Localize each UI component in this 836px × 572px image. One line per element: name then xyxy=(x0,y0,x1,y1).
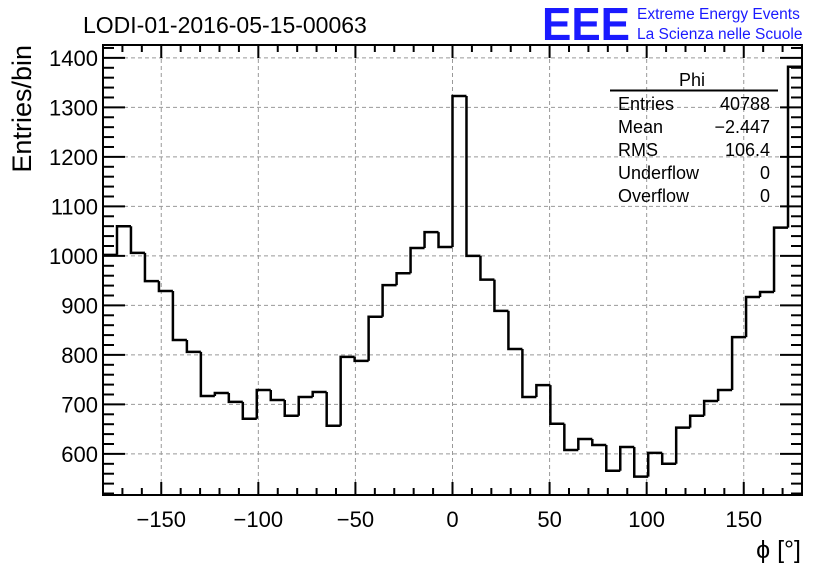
histogram-bin xyxy=(465,95,481,258)
histogram-bin xyxy=(129,226,145,255)
histogram-bin xyxy=(507,310,523,351)
histogram-bin xyxy=(563,423,579,452)
logo-line1: Extreme Energy Events xyxy=(637,6,800,23)
logo-line2: La Scienza nelle Scuole xyxy=(637,26,802,43)
stats-value: 40788 xyxy=(720,94,770,114)
x-tick-label: 0 xyxy=(446,507,458,532)
histogram-bin xyxy=(772,226,789,293)
y-tick-label: 1400 xyxy=(49,46,98,71)
y-tick-label: 1000 xyxy=(49,244,98,269)
histogram-bin xyxy=(241,401,257,421)
histogram-bin xyxy=(367,315,383,361)
y-tick-label: 900 xyxy=(61,293,98,318)
histogram-bin xyxy=(577,437,593,450)
histogram-bin xyxy=(115,224,131,255)
axis-ticks xyxy=(102,45,803,495)
y-tick-label: 600 xyxy=(61,442,98,467)
histogram-bin xyxy=(213,391,229,396)
histogram-bin xyxy=(381,283,397,317)
histogram-bin xyxy=(479,255,495,281)
histogram-bin xyxy=(325,392,341,427)
x-tick-labels: −150 −100 −50 0 50 100 150 xyxy=(136,507,762,532)
x-tick-label: −100 xyxy=(234,507,284,532)
histogram-bin xyxy=(171,291,187,342)
stats-title: Phi xyxy=(679,70,705,90)
histogram-bin xyxy=(591,439,607,447)
x-axis-label: ϕ [°] xyxy=(756,536,801,564)
histogram-bin xyxy=(758,290,775,297)
histogram-bin xyxy=(549,385,565,425)
histogram-bin xyxy=(409,246,425,274)
stats-value: 106.4 xyxy=(725,140,770,160)
y-tick-label: 700 xyxy=(61,392,98,417)
y-tick-label: 1100 xyxy=(51,194,98,219)
histogram-bin xyxy=(395,271,411,286)
histogram-bin xyxy=(744,295,761,338)
histogram-bin xyxy=(632,446,649,478)
histogram-bin xyxy=(157,281,173,293)
histogram-bin xyxy=(702,399,719,416)
stats-label: Mean xyxy=(618,117,663,137)
y-tick-label: 1300 xyxy=(49,95,98,120)
chart-title: LODI-01-2016-05-15-00063 xyxy=(83,12,367,38)
histogram xyxy=(103,65,802,478)
histogram-bin xyxy=(227,393,243,404)
logo-mark: EEE xyxy=(542,0,630,50)
y-axis-label: Entries/bin xyxy=(7,45,37,173)
histogram-bin xyxy=(619,445,635,471)
y-tick-labels: 600 700 800 900 1000 1100 1200 1300 1400 xyxy=(49,46,98,467)
histogram-bin xyxy=(283,399,299,418)
histogram-bin xyxy=(353,356,369,363)
eee-logo: EEE Extreme Energy Events La Scienza nel… xyxy=(542,0,802,50)
histogram-bin xyxy=(255,388,271,419)
y-tick-label: 1200 xyxy=(49,145,98,170)
histogram-bin xyxy=(423,230,439,248)
histogram-bin xyxy=(297,395,313,416)
histogram-bin xyxy=(143,252,159,283)
histogram-bin xyxy=(660,452,677,466)
histogram-bin xyxy=(269,390,285,402)
histogram-bin xyxy=(493,279,509,313)
x-tick-label: −150 xyxy=(136,507,186,532)
histogram-bin xyxy=(730,335,747,391)
histogram-bin xyxy=(311,390,327,397)
stats-label: Overflow xyxy=(618,186,690,206)
histogram-bin xyxy=(646,451,663,477)
histogram-bin xyxy=(716,388,733,401)
histogram-bin xyxy=(605,445,621,472)
stats-value: 0 xyxy=(760,163,770,183)
histogram-bin xyxy=(535,383,551,397)
histogram-bin xyxy=(521,348,537,399)
stats-value: −2.447 xyxy=(714,117,770,137)
histogram-bin xyxy=(199,351,215,398)
x-tick-label: 100 xyxy=(628,507,665,532)
histogram-bin xyxy=(437,232,453,249)
histogram-bin xyxy=(339,355,355,426)
x-tick-label: 50 xyxy=(537,507,561,532)
stats-label: Underflow xyxy=(618,163,700,183)
histogram-bin xyxy=(688,414,705,428)
stats-value: 0 xyxy=(760,186,770,206)
histogram-bin xyxy=(674,426,691,464)
stats-label: RMS xyxy=(618,140,658,160)
histogram-bin xyxy=(451,94,467,247)
histogram-bin xyxy=(185,340,201,354)
x-tick-label: 150 xyxy=(725,507,762,532)
y-tick-label: 800 xyxy=(61,343,98,368)
stats-box: Phi Entries 40788 Mean −2.447 RMS 106.4 Underf… xyxy=(610,70,778,206)
stats-label: Entries xyxy=(618,94,674,114)
x-tick-label: −50 xyxy=(337,507,374,532)
